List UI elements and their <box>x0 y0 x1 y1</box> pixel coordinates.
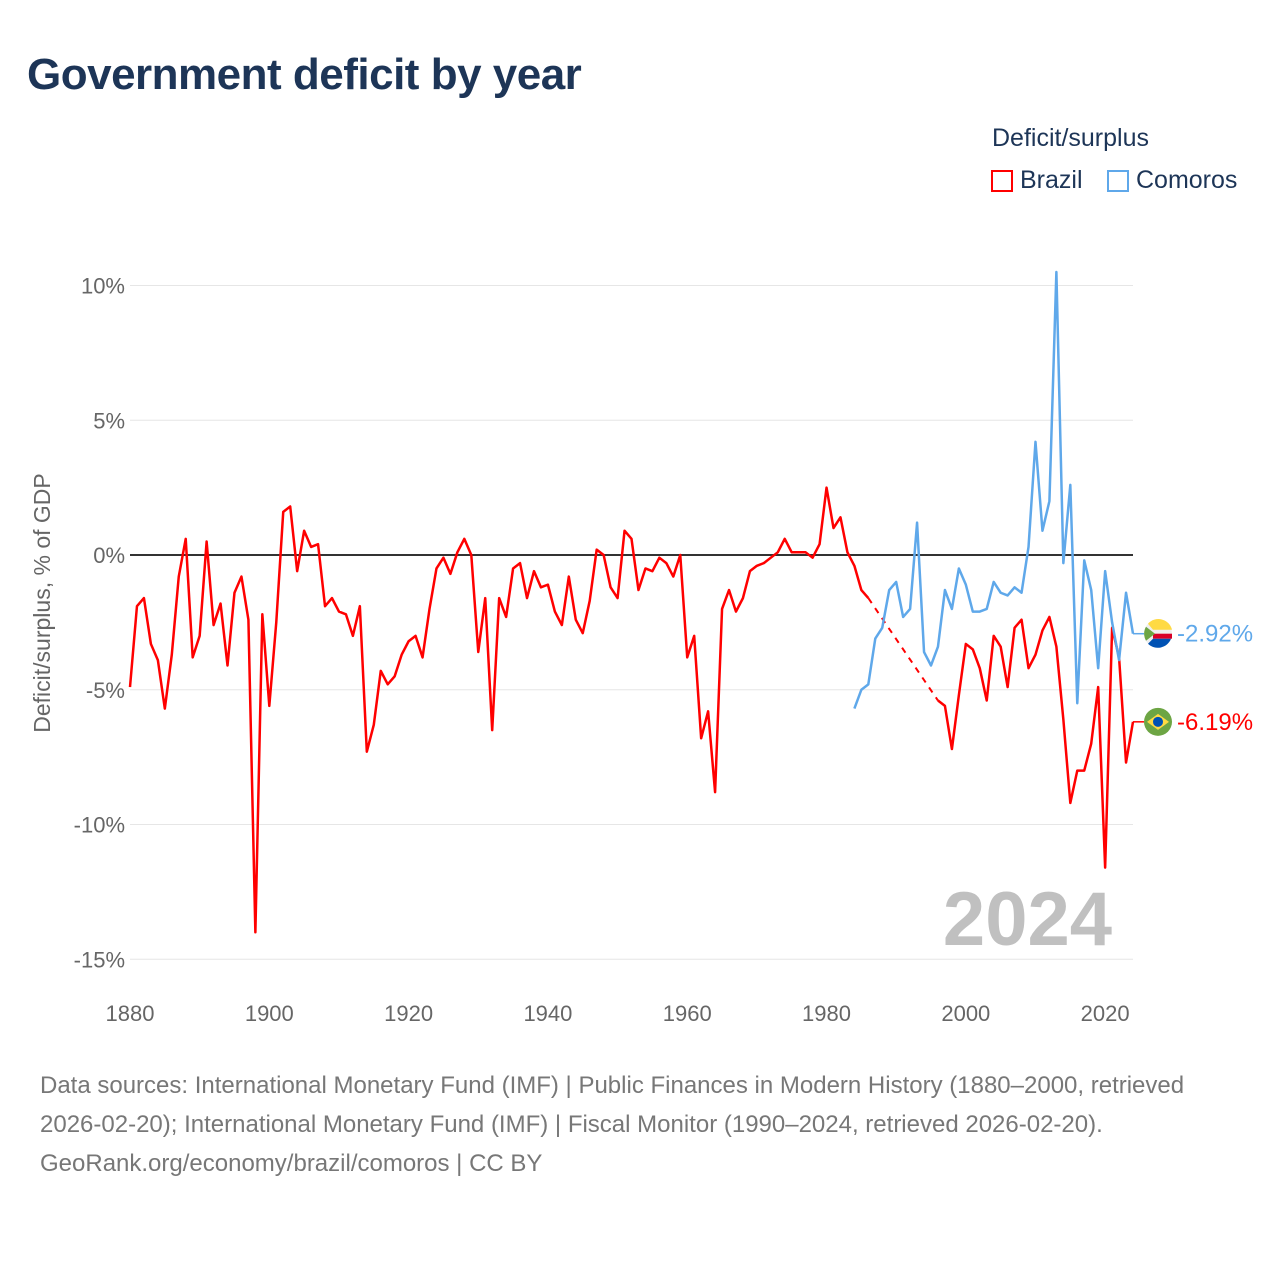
legend-label-comoros: Comoros <box>1136 166 1238 194</box>
x-tick-label: 1940 <box>523 1001 572 1026</box>
flag-red <box>1153 633 1172 639</box>
x-tick-label: 2020 <box>1081 1001 1130 1026</box>
flag-globe <box>1153 716 1163 727</box>
credit-link[interactable]: GeoRank.org/economy/brazil/comoros | CC … <box>40 1150 543 1177</box>
y-tick-label: -10% <box>74 813 125 838</box>
x-tick-label: 1960 <box>663 1001 712 1026</box>
x-tick-label: 1980 <box>802 1001 851 1026</box>
legend-label-brazil: Brazil <box>1020 166 1083 194</box>
year-watermark: 2024 <box>943 877 1112 962</box>
y-tick-label: -5% <box>86 678 125 703</box>
flag-green <box>1144 626 1155 641</box>
y-axis-label: Deficit/surplus, % of GDP <box>29 473 55 732</box>
flag-yellow <box>1148 619 1172 630</box>
brazil-flag-icon <box>1144 707 1172 736</box>
y-tick-label: 10% <box>81 274 125 299</box>
legend-item-comoros[interactable]: Comoros <box>1107 166 1237 195</box>
series-line-brazil <box>937 615 1135 869</box>
x-tick-label: 1900 <box>245 1001 294 1026</box>
y-tick-label: 5% <box>93 408 125 433</box>
series-line-comoros <box>853 270 1135 710</box>
chart-title: Government deficit by year <box>27 50 582 99</box>
legend-item-brazil[interactable]: Brazil <box>991 166 1083 195</box>
series-gap-brazil <box>867 597 939 702</box>
comoros-flag-icon <box>1144 619 1172 648</box>
x-tick-label: 2000 <box>941 1001 990 1026</box>
end-value-label-brazil: -6.19% <box>1177 709 1253 736</box>
x-tick-label: 1880 <box>106 1001 155 1026</box>
footer: Data sources: International Monetary Fun… <box>40 1066 1250 1183</box>
y-tick-label: 0% <box>93 543 125 568</box>
legend-title: Deficit/surplus <box>992 124 1149 152</box>
x-tick-label: 1920 <box>384 1001 433 1026</box>
legend-swatch-brazil <box>991 169 1013 192</box>
y-tick-label: -15% <box>74 947 125 972</box>
flag-blue <box>1148 638 1171 648</box>
legend-swatch-comoros <box>1107 169 1129 192</box>
data-sources: Data sources: International Monetary Fun… <box>40 1072 1185 1138</box>
end-value-label-comoros: -2.92% <box>1177 621 1253 648</box>
series-line-brazil <box>128 486 870 934</box>
